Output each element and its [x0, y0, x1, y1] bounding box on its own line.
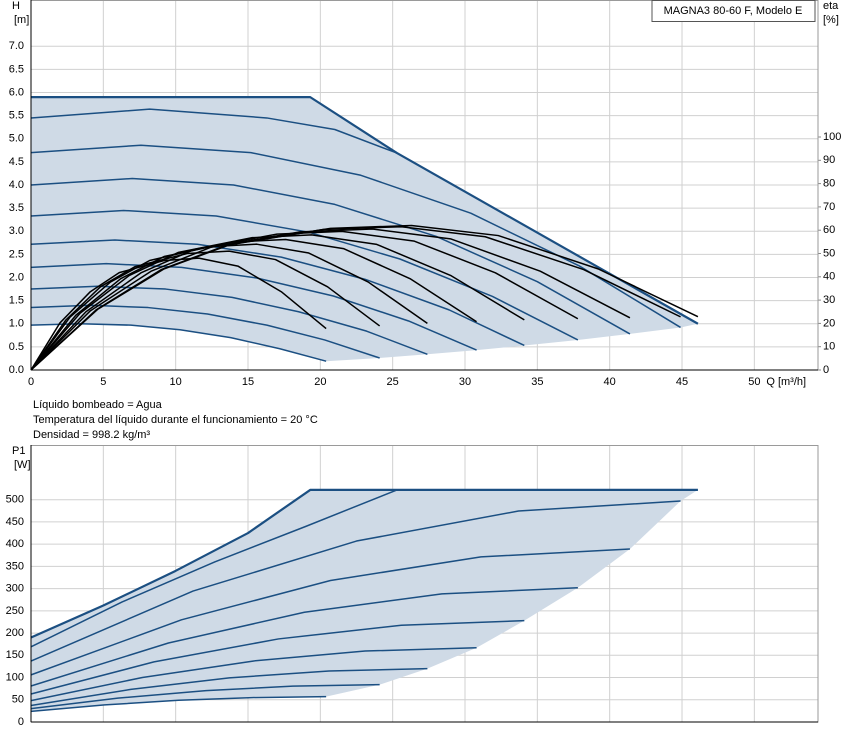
y-tick-label: 3.0: [9, 225, 24, 237]
y2-axis-label: eta: [823, 0, 839, 12]
y-axis-label: H: [12, 0, 20, 12]
x-tick-label: 30: [459, 376, 471, 388]
curve: [30, 647, 477, 702]
y-tick-label: 5.5: [9, 110, 24, 122]
y-tick-label: 0.0: [9, 364, 24, 376]
y-tick-label: 450: [6, 516, 24, 528]
y2-tick-label: 40: [823, 271, 835, 283]
x-tick-label: 15: [242, 376, 254, 388]
x-tick-label: 50: [748, 376, 760, 388]
y-tick-label: 400: [6, 538, 24, 550]
curve: [30, 683, 380, 710]
curve: [30, 695, 327, 713]
y2-tick-label: 20: [823, 317, 835, 329]
y-tick-label: 350: [6, 560, 24, 572]
y-tick-label: 3.5: [9, 202, 24, 214]
y-axis-label: [m]: [14, 14, 29, 26]
y-tick-label: 1.5: [9, 295, 24, 307]
y2-tick-label: 70: [823, 201, 835, 213]
efficiency-curve: [30, 234, 525, 371]
y-tick-label: 50: [12, 694, 24, 706]
x-tick-label: 40: [604, 376, 616, 388]
note: Densidad = 998.2 kg/m³: [33, 429, 150, 441]
x-tick-label: 35: [531, 376, 543, 388]
x-tick-label: 10: [170, 376, 182, 388]
y-tick-label: 2.5: [9, 248, 24, 260]
curve: [30, 619, 525, 695]
y2-tick-label: 0: [823, 364, 829, 376]
title-box: [651, 0, 816, 22]
y-tick-label: 4.5: [9, 156, 24, 168]
curve: [30, 667, 428, 707]
chart-title: MAGNA3 80-60 F, Modelo E: [664, 5, 803, 17]
y-tick-label: 6.5: [9, 63, 24, 75]
y-tick-label: 1.0: [9, 318, 24, 330]
efficiency-curve: [30, 228, 631, 371]
max-curve: [30, 488, 698, 639]
y-tick-label: 0: [18, 716, 24, 728]
note: Temperatura del líquido durante el funci…: [33, 414, 318, 426]
max-curve: [31, 96, 699, 325]
efficiency-curve: [30, 230, 579, 371]
y-tick-label: 100: [6, 671, 24, 683]
y2-tick-label: 30: [823, 294, 835, 306]
x-axis-label: Q [m³/h]: [766, 376, 806, 388]
y-tick-label: 300: [6, 583, 24, 595]
curve: [30, 500, 681, 662]
curve: [30, 489, 398, 648]
x-tick-label: 25: [387, 376, 399, 388]
y-tick-label: 200: [6, 627, 24, 639]
curve: [30, 108, 398, 154]
y-tick-label: 250: [6, 605, 24, 617]
y2-tick-label: 100: [823, 131, 841, 143]
curve: [30, 586, 578, 687]
efficiency-curve: [30, 250, 381, 371]
efficiency-curve: [30, 257, 327, 371]
y-tick-label: 5.0: [9, 133, 24, 145]
curve: [30, 144, 681, 329]
curve: [30, 548, 630, 676]
x-tick-label: 5: [100, 376, 106, 388]
y-tick-label: 150: [6, 649, 24, 661]
y-axis-label: P1: [12, 445, 25, 457]
curve: [30, 239, 525, 347]
y2-tick-label: 90: [823, 154, 835, 166]
y-tick-label: 6.0: [9, 86, 24, 98]
y-tick-label: 4.0: [9, 179, 24, 191]
y2-tick-label: 80: [823, 178, 835, 190]
x-tick-label: 20: [314, 376, 326, 388]
y-tick-label: 0.5: [9, 341, 24, 353]
x-tick-label: 45: [676, 376, 688, 388]
efficiency-curve: [30, 224, 699, 371]
y-tick-label: 500: [6, 494, 24, 506]
y2-tick-label: 50: [823, 247, 835, 259]
y-tick-label: 7.0: [9, 40, 24, 52]
y2-tick-label: 60: [823, 224, 835, 236]
x-tick-label: 0: [28, 376, 34, 388]
y2-axis-label: [%]: [823, 14, 839, 26]
y-tick-label: 2.0: [9, 271, 24, 283]
y2-tick-label: 10: [823, 341, 835, 353]
note: Líquido bombeado = Agua: [33, 399, 163, 411]
operating-area: [31, 489, 698, 712]
y-axis-label: [W]: [14, 459, 31, 471]
curve: [30, 177, 631, 335]
